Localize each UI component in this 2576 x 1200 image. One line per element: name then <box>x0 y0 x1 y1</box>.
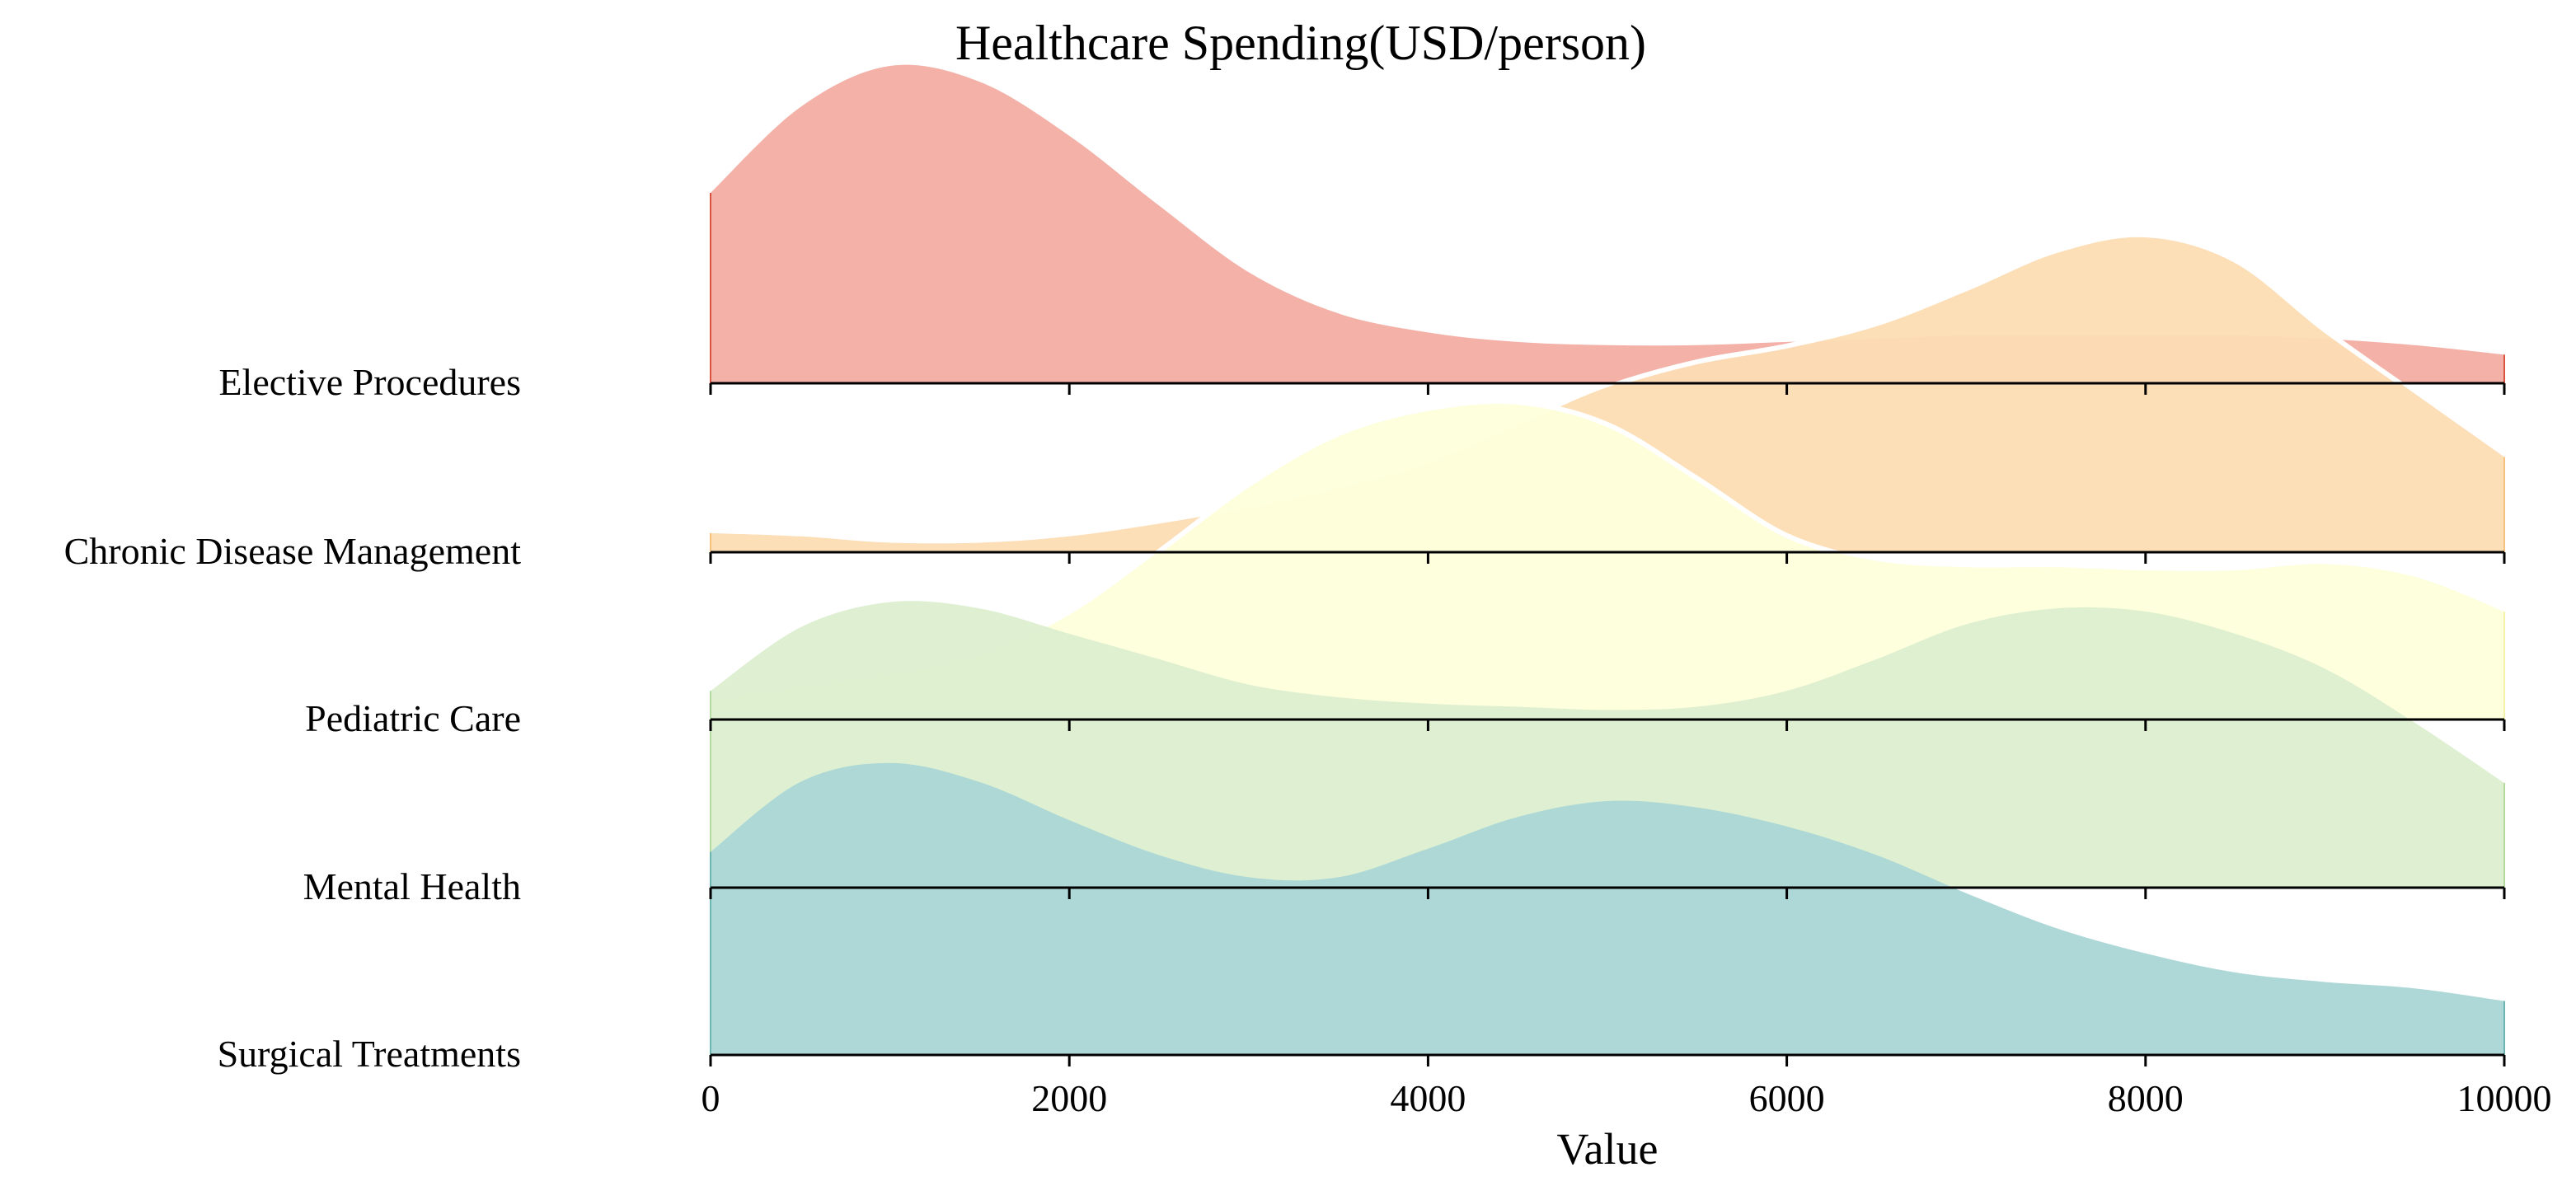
highlight-curve-pediatric-care <box>1153 398 1846 552</box>
row-label: Chronic Disease Management <box>64 530 522 572</box>
ridges <box>710 64 2505 1055</box>
x-axis-label: Value <box>1557 1124 1659 1174</box>
row-label: Pediatric Care <box>305 697 521 739</box>
chart-title: Healthcare Spending(USD/person) <box>955 16 1646 70</box>
x-tick-label: 8000 <box>2108 1077 2184 1119</box>
row-label: Surgical Treatments <box>218 1033 521 1075</box>
x-tick-labels: 0 2000 4000 6000 8000 10000 <box>701 1077 2552 1119</box>
row-labels: Elective Procedures Chronic Disease Manag… <box>64 361 522 1075</box>
x-tick-label: 2000 <box>1031 1077 1107 1119</box>
ridge-chronic-disease-management <box>711 234 2504 552</box>
ridge-mental-health <box>711 601 2504 888</box>
ridge-elective-procedures <box>711 64 2504 383</box>
ridge-axes <box>709 382 2506 1066</box>
x-tick-label: 0 <box>701 1077 720 1119</box>
ridge-surgical-treatments <box>711 762 2504 1055</box>
x-tick-label: 4000 <box>1390 1077 1466 1119</box>
highlight-curves <box>1153 232 2405 552</box>
x-tick-label: 10000 <box>2457 1077 2552 1119</box>
row-label: Elective Procedures <box>218 361 521 403</box>
row-label: Mental Health <box>303 865 521 907</box>
highlight-curve-chronic-disease-management <box>1611 232 2405 383</box>
x-tick-label: 6000 <box>1749 1077 1825 1119</box>
